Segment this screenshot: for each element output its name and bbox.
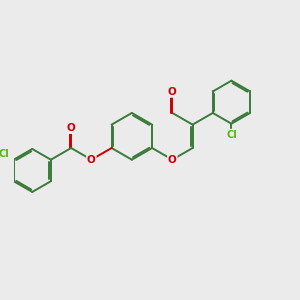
Text: O: O (168, 87, 177, 97)
Text: Cl: Cl (0, 149, 10, 159)
Text: O: O (67, 123, 76, 133)
Text: O: O (87, 155, 96, 165)
Text: Cl: Cl (226, 130, 237, 140)
Text: O: O (168, 155, 177, 165)
